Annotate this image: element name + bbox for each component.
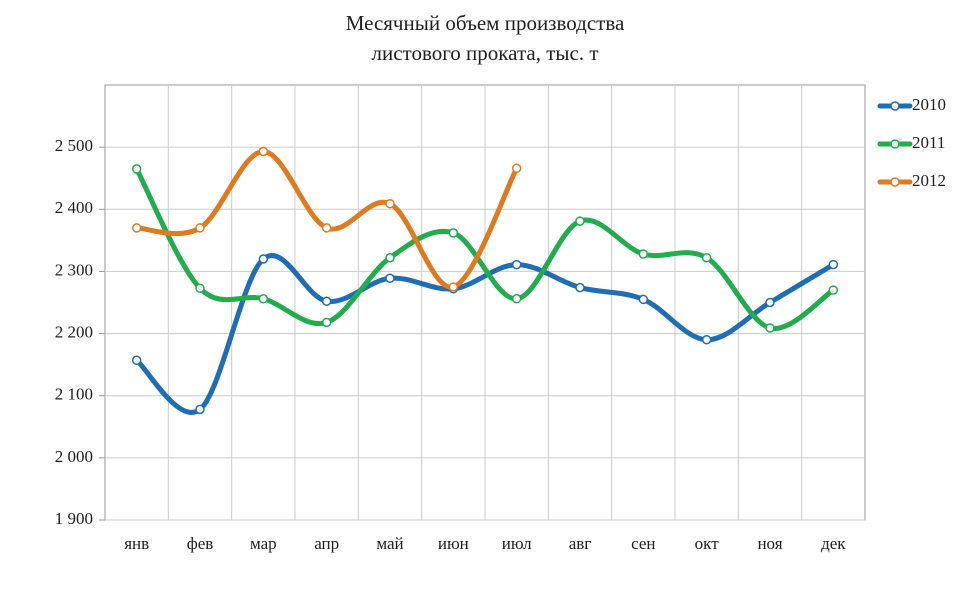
series-line	[134, 148, 520, 290]
legend-marker	[890, 177, 900, 187]
y-tick-label: 1 900	[55, 509, 93, 528]
point-marker	[321, 296, 332, 307]
y-tick-label: 2 400	[55, 198, 93, 217]
point-marker	[195, 404, 205, 415]
point-marker	[511, 163, 522, 174]
point-marker	[575, 216, 585, 226]
point-marker	[511, 259, 522, 270]
x-tick-label: мар	[250, 534, 277, 553]
legend-label: 2010	[912, 95, 946, 114]
point-marker	[385, 198, 395, 209]
point-marker	[258, 294, 269, 304]
x-tick-label: дек	[821, 534, 846, 553]
x-tick-label: окт	[695, 534, 720, 553]
point-marker	[258, 254, 269, 264]
point-marker	[195, 223, 205, 233]
point-marker	[385, 273, 395, 284]
point-marker	[765, 297, 775, 308]
chart-title: листового проката, тыс. т	[372, 41, 599, 65]
point-marker	[638, 294, 649, 305]
y-tick-label: 2 300	[55, 260, 93, 279]
x-tick-label: янв	[124, 534, 149, 553]
x-tick-label: май	[376, 534, 403, 553]
point-marker	[195, 283, 205, 293]
y-tick-label: 2 500	[55, 136, 93, 155]
x-tick-label: ноя	[757, 534, 782, 553]
legend-marker	[890, 139, 900, 149]
y-tick-label: 2 200	[55, 322, 93, 341]
point-marker	[385, 253, 395, 263]
legend-marker	[890, 101, 900, 111]
point-marker	[131, 164, 142, 174]
legend-label: 2011	[912, 133, 945, 152]
point-marker	[511, 294, 522, 304]
point-marker	[701, 253, 712, 263]
point-marker	[321, 317, 332, 328]
x-tick-label: фев	[187, 534, 214, 553]
x-tick-label: июл	[502, 534, 532, 553]
point-marker	[638, 249, 649, 259]
x-tick-label: апр	[314, 534, 339, 553]
point-marker	[448, 228, 459, 238]
point-marker	[131, 355, 142, 366]
y-tick-label: 2 000	[55, 447, 93, 466]
point-marker	[765, 323, 775, 333]
x-tick-label: июн	[438, 534, 469, 553]
chart-title: Месячный объем производства	[346, 11, 625, 35]
point-marker	[131, 223, 142, 233]
legend-label: 2012	[912, 171, 946, 190]
point-marker	[258, 146, 269, 157]
x-tick-label: сен	[631, 534, 655, 553]
point-marker	[575, 282, 585, 293]
point-marker	[701, 335, 712, 345]
point-marker	[448, 282, 459, 292]
point-marker	[321, 223, 332, 233]
point-marker	[828, 259, 839, 270]
y-tick-label: 2 100	[55, 385, 93, 404]
x-tick-label: авг	[569, 534, 592, 553]
point-marker	[828, 285, 839, 295]
series-line	[134, 166, 836, 331]
